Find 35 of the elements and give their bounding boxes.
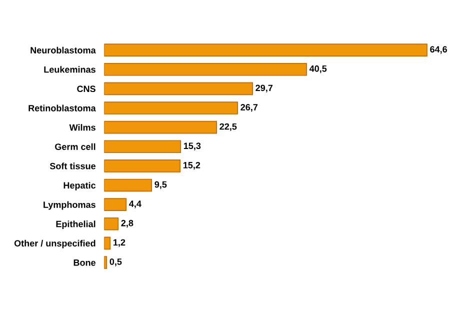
y-tick-label: Retinoblastoma [28,104,96,112]
bar [104,44,428,56]
y-tick-label: Epithelial [56,220,96,229]
data-label: 26,7 [240,104,258,112]
bar [104,82,253,96]
bar [104,160,181,172]
data-label: 64,6 [430,46,448,54]
data-label: 22,5 [220,123,237,132]
data-label: 4,4 [129,200,142,208]
bar [104,140,182,154]
y-tick-label: Wilms [69,124,96,131]
y-tick-label: Neuroblastoma [30,46,96,54]
data-label: 1,2 [113,239,126,247]
y-tick-label: Lymphomas [44,201,96,210]
data-label: 9,5 [154,181,167,189]
data-label: 40,5 [309,65,327,74]
y-tick-label: CNS [77,86,96,92]
bar [104,198,127,211]
bar [104,120,218,134]
y-tick-label: Hepatic [64,182,96,190]
bar [104,236,111,250]
y-tick-label: Germ cell [55,143,96,150]
data-label: 0,5 [110,258,122,266]
bar [104,178,152,192]
data-label: 2,8 [121,220,134,228]
y-tick-label: Bone [74,260,96,266]
y-tick-label: Other / unspecified [14,240,96,248]
bar [104,102,238,114]
y-tick-label: Leukeminas [44,66,96,73]
y-tick-label: Soft tissue [50,162,96,170]
bar [104,217,119,230]
data-label: 29,7 [256,84,273,92]
data-label: 15,2 [183,162,200,170]
data-label: 15,3 [184,142,201,150]
bar [104,62,307,76]
